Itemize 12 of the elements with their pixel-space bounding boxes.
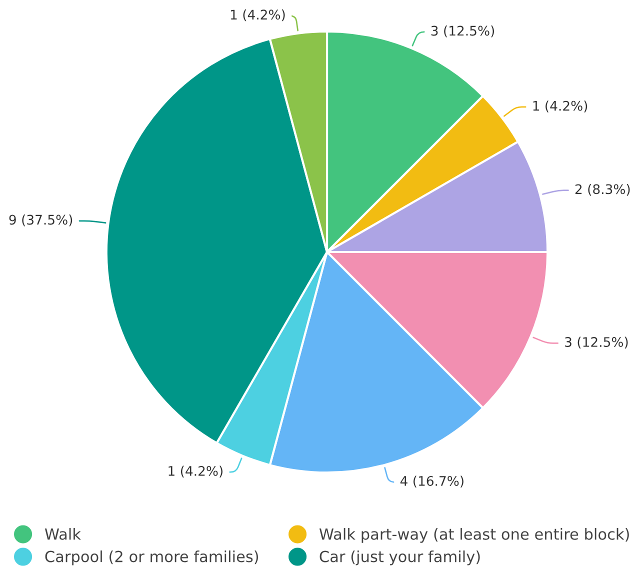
- data-label: 3 (12.5%): [431, 26, 494, 38]
- data-label: 2 (8.3%): [575, 184, 630, 196]
- data-label: 3 (12.5%): [565, 336, 628, 349]
- data-label: 4 (16.7%): [400, 476, 464, 488]
- legend-label: Car (just your family): [320, 550, 480, 566]
- legend-label: Carpool (2 or more families): [45, 550, 258, 566]
- legend-label: Walk: [44, 528, 81, 540]
- data-label: 1 (4.2%): [168, 466, 222, 478]
- data-label: 1 (4.2%): [533, 100, 588, 112]
- data-label: 9 (37.5%): [9, 214, 72, 226]
- data-label: 1 (4.2%): [230, 9, 285, 22]
- legend-label: Walk part-way (at least one entire block): [319, 528, 629, 543]
